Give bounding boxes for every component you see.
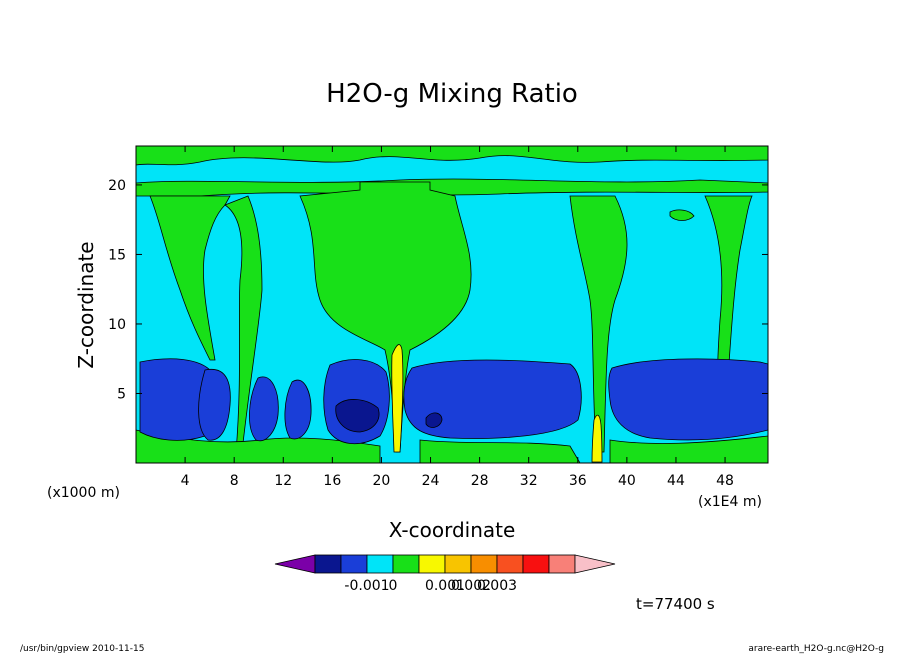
lower-moist-center (419, 439, 581, 464)
colorbar-cell (470, 554, 498, 574)
x-tick-label: 24 (422, 473, 440, 489)
colorbar-lower-extend (274, 554, 316, 574)
colorbar-cell (444, 554, 472, 574)
dry-region-3 (249, 376, 279, 442)
moist-patch-x44 (669, 209, 695, 221)
upper-moist-band (135, 145, 769, 166)
colorbar-upper-extend (574, 554, 616, 574)
y-tick-label: 10 (108, 317, 126, 333)
very-dry-core-2 (425, 412, 443, 428)
updraft-core-x21 (391, 344, 404, 453)
very-dry-core-1 (335, 399, 380, 433)
footer-left: /usr/bin/gpview 2010-11-15 (20, 644, 144, 654)
plot-frame (135, 145, 769, 464)
time-label: t=77400 s (636, 595, 715, 613)
x-tick-label: 16 (323, 473, 341, 489)
x-tick-label: 32 (520, 473, 538, 489)
y-tick-label: 15 (108, 247, 126, 263)
colorbar-cell (548, 554, 576, 574)
x-tick-label: 48 (716, 473, 734, 489)
plume-x38 (569, 195, 628, 453)
footer-right: arare-earth_H2O-g.nc@H2O-g (748, 644, 884, 654)
contour-fields (135, 145, 769, 464)
x-axis-label: X-coordinate (389, 518, 516, 542)
colorbar-tick-label: 0.002 (451, 578, 491, 594)
colorbar-cell (314, 554, 342, 574)
x-tick-label: 4 (181, 473, 190, 489)
y-axis-label: Z-coordinate (74, 241, 98, 368)
colorbar-cell (392, 554, 420, 574)
x-axis-ticks: 4 8 12 16 20 24 28 32 36 40 44 48 (181, 146, 734, 489)
x-tick-label: 40 (618, 473, 636, 489)
dry-region-7 (608, 358, 769, 441)
colorbar-cell (340, 554, 368, 574)
plume-x3 (149, 195, 231, 361)
x-tick-label: 28 (471, 473, 489, 489)
colorbar-cell (366, 554, 394, 574)
colorbar-cell (522, 554, 550, 574)
x-tick-label: 36 (569, 473, 587, 489)
colorbar-tick-label: 0.003 (477, 578, 517, 594)
colorbar-tick-label: 0.001 (425, 578, 465, 594)
x-tick-label: 20 (373, 473, 391, 489)
colorbar-cell (418, 554, 446, 574)
chart-title: H2O-g Mixing Ratio (326, 79, 578, 109)
colorbar-tick-label: 0 (389, 578, 398, 594)
x-tick-label: 44 (667, 473, 685, 489)
dry-region-6 (403, 359, 582, 439)
x-tick-label: 8 (230, 473, 239, 489)
y-axis-ticks: 5 10 15 20 (108, 178, 768, 402)
x-tick-label: 12 (274, 473, 292, 489)
y-tick-label: 5 (117, 386, 126, 402)
updraft-core-x38 (591, 414, 603, 463)
x-unit-left: (x1000 m) (47, 485, 120, 501)
colorbar-tick-label: -0.001 (344, 578, 389, 594)
x-unit-right: (x1E4 m) (698, 494, 762, 510)
dry-region-4 (284, 379, 312, 440)
dry-region-2 (198, 368, 231, 441)
colorbar-cell (496, 554, 524, 574)
y-tick-label: 20 (108, 178, 126, 194)
